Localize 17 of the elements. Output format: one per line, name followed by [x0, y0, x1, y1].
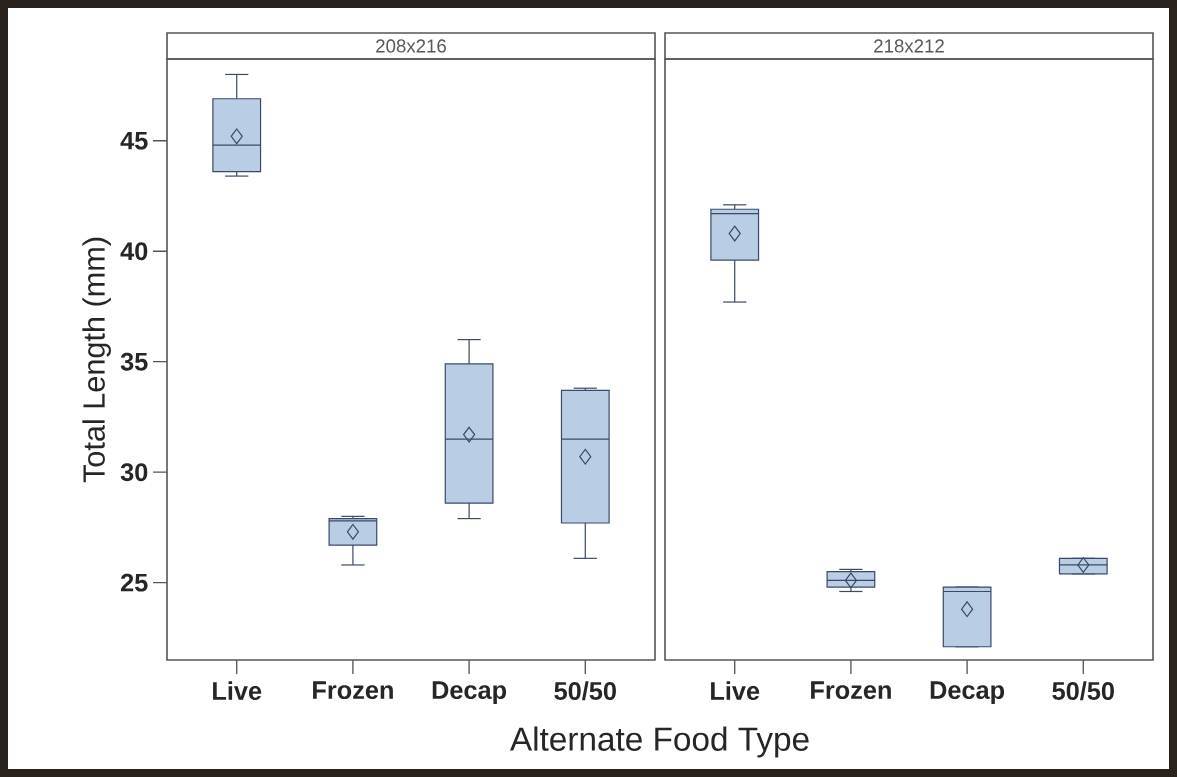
- y-axis-title: Total Length (mm): [82, 237, 111, 483]
- x-axis-title: Alternate Food Type: [509, 726, 809, 758]
- x-tick-label: Decap: [930, 681, 1005, 705]
- chart-title: 218x212: [874, 39, 944, 53]
- y-tick-label: 40: [120, 242, 148, 261]
- x-tick-label: Decap: [432, 681, 507, 705]
- y-tick-label: 45: [120, 131, 148, 150]
- x-tick-label: Frozen: [811, 681, 891, 700]
- y-tick-label: 35: [120, 352, 148, 371]
- y-tick-label: 25: [121, 573, 148, 592]
- x-tick-label: Live: [213, 681, 262, 700]
- y-tick-label: 30: [120, 463, 148, 482]
- x-tick-label: Frozen: [313, 681, 393, 700]
- chart-title: 208x216: [376, 39, 446, 53]
- x-tick-label: 50/50: [554, 681, 616, 701]
- x-tick-label: 50/50: [1052, 681, 1114, 701]
- x-tick-label: Live: [711, 681, 760, 700]
